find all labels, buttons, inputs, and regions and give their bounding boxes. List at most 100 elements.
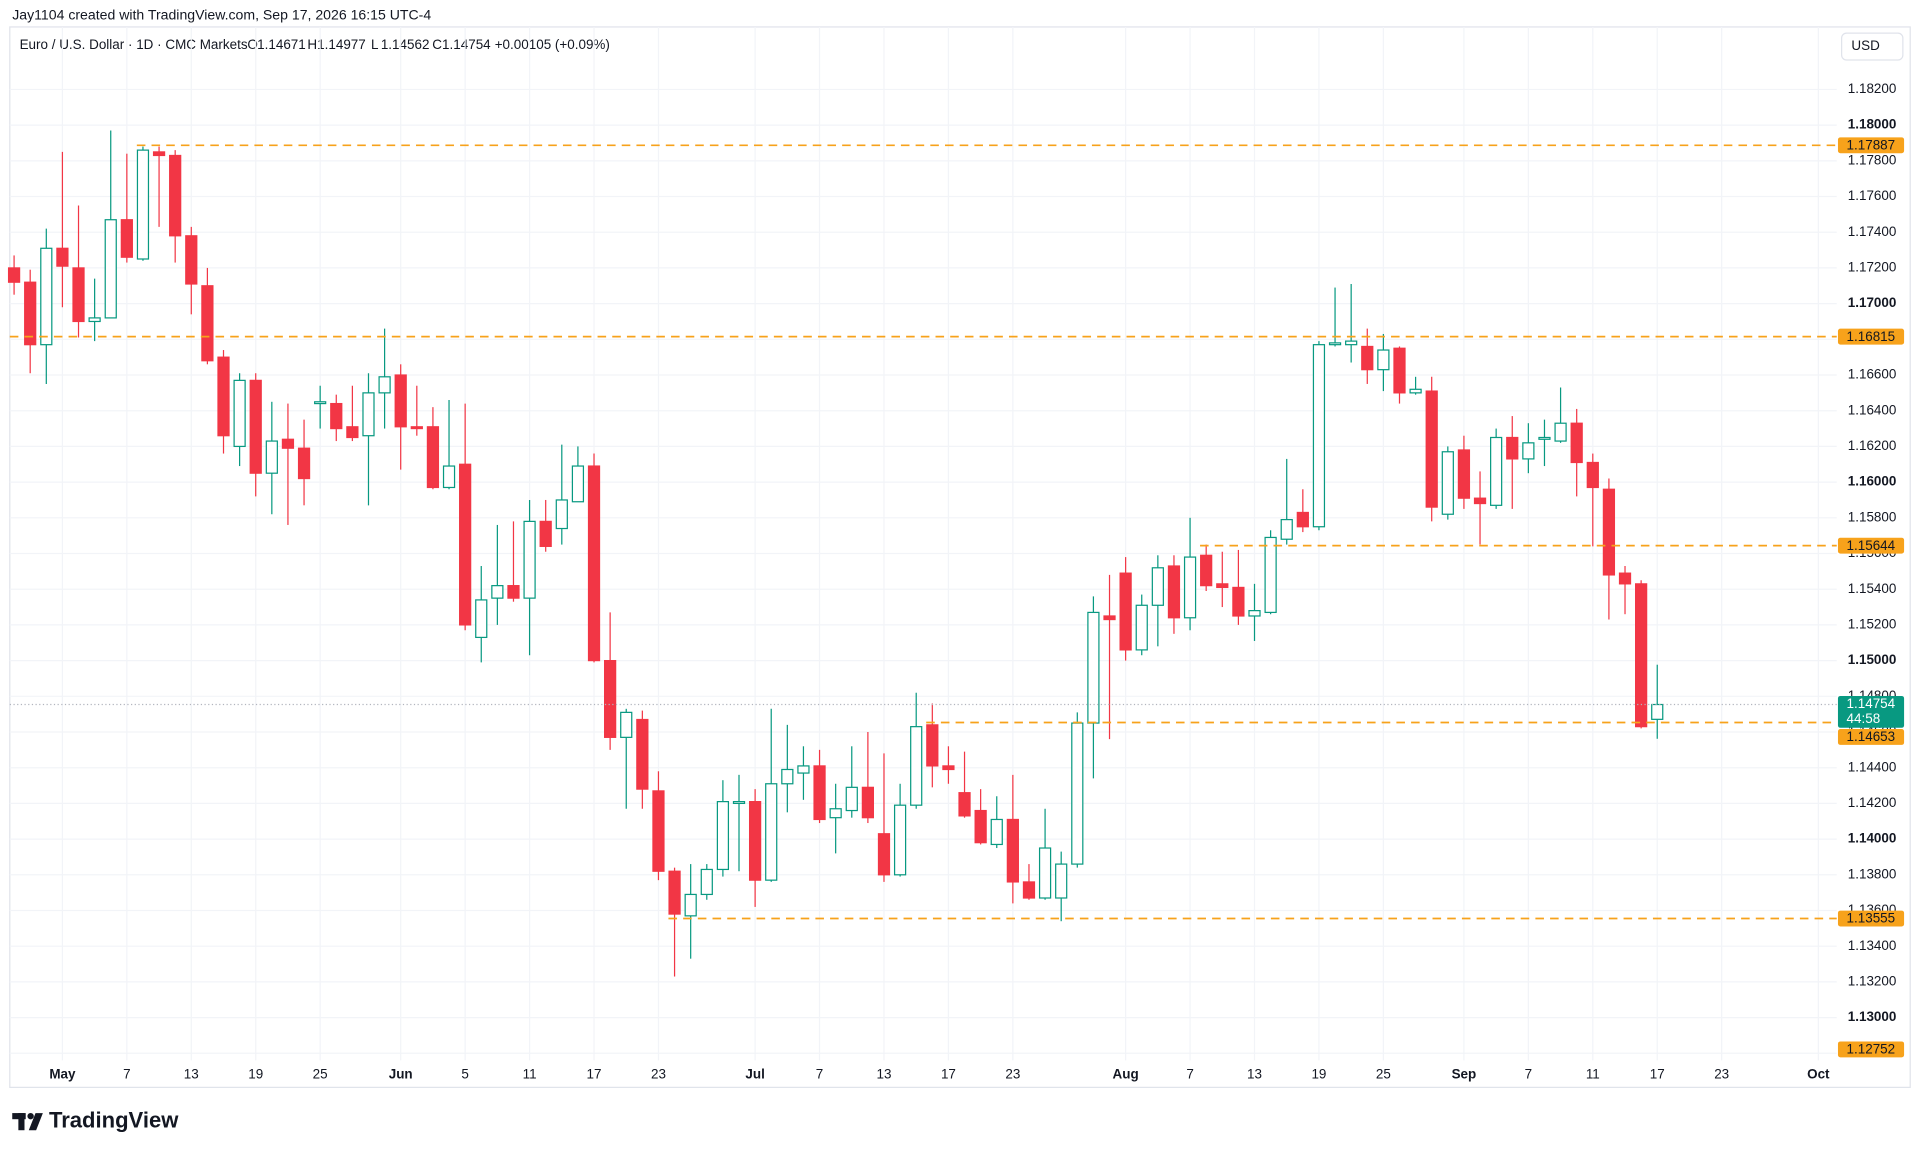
y-tick-label: 1.17200	[1848, 259, 1897, 274]
candle-body	[1506, 436, 1519, 460]
candle-body	[1651, 703, 1664, 720]
candle-body	[636, 718, 649, 790]
candle-body	[1409, 388, 1422, 394]
candle-body	[1473, 497, 1487, 505]
candle-body	[1038, 847, 1052, 899]
price-label-box	[1837, 537, 1905, 554]
current-price-box	[1837, 695, 1905, 728]
candle-body	[781, 768, 794, 785]
candle-body	[539, 520, 552, 547]
candle-body	[217, 356, 230, 437]
x-tick-label: 5	[461, 1067, 468, 1082]
candle-body	[314, 401, 327, 405]
candle-body	[249, 379, 262, 474]
candle-body	[297, 447, 311, 480]
y-tick-label: 1.16000	[1848, 474, 1897, 489]
x-tick-label: 19	[248, 1067, 263, 1082]
candle-body	[926, 724, 939, 767]
candle-body	[1280, 518, 1293, 540]
candle-body	[604, 659, 617, 738]
candle-body	[88, 317, 101, 323]
candle-body	[748, 801, 762, 881]
candle-body	[1151, 567, 1164, 606]
x-tick-label: 13	[184, 1067, 199, 1082]
price-label: 1.14653	[1847, 729, 1896, 744]
change: +0.00105 (+0.09%)	[495, 37, 610, 52]
candle-body	[1119, 572, 1132, 651]
candle-body	[410, 426, 423, 430]
price-label-box	[1837, 729, 1905, 745]
candle-body	[1216, 583, 1229, 589]
countdown: 44:58	[1847, 711, 1881, 726]
y-tick-label: 1.14400	[1848, 759, 1897, 774]
x-tick-label: Jul	[745, 1067, 764, 1082]
candle-body	[1490, 436, 1503, 506]
x-tick-label: 7	[816, 1067, 823, 1082]
candle-body	[620, 711, 633, 738]
candle-body	[394, 374, 407, 428]
candle-body	[1167, 565, 1181, 619]
price-label-box	[1837, 1041, 1905, 1058]
candle-body	[893, 804, 907, 876]
y-tick-label: 1.17400	[1848, 224, 1897, 239]
x-tick-label: 11	[523, 1067, 537, 1082]
y-tick-label: 1.15400	[1848, 581, 1897, 596]
candle-body	[1071, 722, 1084, 865]
x-tick-label: 17	[587, 1067, 602, 1082]
candle-body	[942, 765, 955, 771]
candle-body	[1296, 511, 1309, 528]
candle-body	[1006, 818, 1019, 883]
x-tick-label: 7	[1186, 1067, 1193, 1082]
candle-body	[1361, 345, 1374, 371]
legend-header: Euro / U.S. Dollar · 1D · CMC Markets O 1.…	[20, 37, 610, 52]
currency-button[interactable]	[1841, 32, 1904, 61]
x-tick-label: Oct	[1807, 1067, 1830, 1082]
y-tick-label: 1.13800	[1848, 866, 1897, 881]
candle-body	[813, 765, 826, 821]
y-tick-label: 1.15000	[1848, 652, 1897, 667]
candle-body	[1022, 881, 1036, 899]
ohlc-value: 1.14754	[442, 37, 491, 52]
price-label: 1.12752	[1847, 1042, 1896, 1057]
symbol-title: Euro / U.S. Dollar · 1D · CMC Markets	[20, 37, 248, 52]
ohlc-value: 1.14977	[317, 37, 366, 52]
candle-body	[169, 154, 182, 237]
candle-body	[1522, 442, 1535, 460]
candle-body	[1087, 611, 1100, 724]
ohlc-value: 1.14562	[381, 37, 430, 52]
brand-logo: TradingView	[12, 1107, 179, 1132]
candle-body	[7, 267, 21, 283]
candle-body	[652, 790, 665, 872]
candle-body	[732, 801, 746, 805]
candle-body	[716, 801, 730, 871]
price-label: 1.17887	[1847, 137, 1896, 152]
ohlc-label: L	[371, 37, 379, 52]
x-tick-label: 17	[941, 1067, 956, 1082]
candle-body	[1554, 422, 1567, 442]
candle-body	[1200, 554, 1213, 587]
y-tick-label: 1.17000	[1848, 295, 1897, 310]
candle-body	[459, 463, 472, 626]
y-tick-label: 1.15800	[1848, 509, 1897, 524]
y-tick-label: 1.16200	[1848, 438, 1897, 453]
y-tick-label: 1.13400	[1848, 938, 1897, 953]
candle-body	[40, 247, 53, 346]
candle-body	[829, 808, 842, 819]
candle-body	[1328, 342, 1342, 346]
candle-body	[1312, 344, 1326, 528]
currency[interactable]: USD	[1851, 38, 1880, 53]
price-label-box	[1837, 910, 1905, 927]
x-tick-label: May	[49, 1067, 76, 1082]
candle-body	[104, 219, 117, 319]
y-tick-label: 1.15200	[1848, 616, 1897, 631]
candle-body	[1457, 449, 1471, 499]
candles	[7, 130, 1664, 977]
y-tick-label: 1.14000	[1848, 831, 1897, 846]
y-tick-label: 1.17800	[1848, 152, 1897, 167]
candle-body	[1441, 451, 1454, 515]
candle-body	[700, 868, 713, 896]
chart-frame	[9, 26, 1911, 1088]
candle-body	[281, 438, 295, 449]
